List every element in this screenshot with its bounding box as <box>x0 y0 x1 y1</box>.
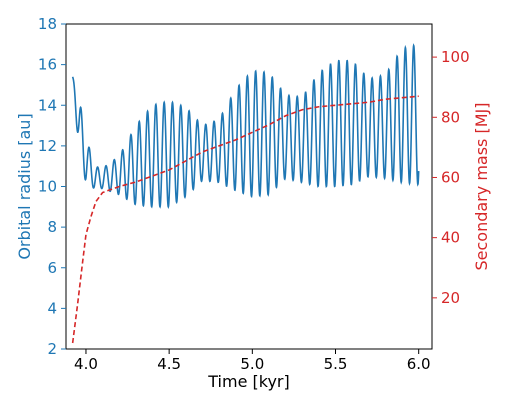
orbital-radius-line <box>71 43 420 209</box>
y-left-axis-label: Orbital radius [au] <box>15 113 34 259</box>
y-left-tick-label: 10 <box>38 178 57 196</box>
y-right-tick-label: 100 <box>441 48 470 66</box>
y-left-tick-label: 4 <box>47 299 57 317</box>
plot-frame <box>65 23 433 350</box>
y-right-tick-label: 60 <box>441 168 460 186</box>
y-right-tick-label: 40 <box>441 229 460 247</box>
x-tick-label: 4.5 <box>157 355 181 373</box>
y-left-tick-label: 6 <box>47 259 57 277</box>
x-tick-label: 5.0 <box>240 355 264 373</box>
y-left-tick-label: 8 <box>47 218 57 236</box>
x-tick-label: 5.5 <box>324 355 348 373</box>
y-left-tick-label: 12 <box>38 137 57 155</box>
y-right-tick-label: 20 <box>441 289 460 307</box>
y-left-tick-label: 14 <box>38 96 57 114</box>
y-right-axis-label: Secondary mass [MJ] <box>472 103 491 271</box>
secondary-mass-line <box>71 95 419 344</box>
x-tick-label: 6.0 <box>407 355 431 373</box>
y-left-tick-label: 18 <box>38 15 57 33</box>
plot-area: 4.0 4.5 5.0 5.5 6.0 2 4 6 8 10 12 14 16 18 20 40 60 80 100… <box>15 15 491 391</box>
x-tick-label: 4.0 <box>74 355 98 373</box>
x-axis-label: Time [kyr] <box>207 372 289 391</box>
y-left-tick-label: 16 <box>38 56 57 74</box>
y-right-tick-label: 80 <box>441 108 460 126</box>
y-left-tick-label: 2 <box>47 340 57 358</box>
